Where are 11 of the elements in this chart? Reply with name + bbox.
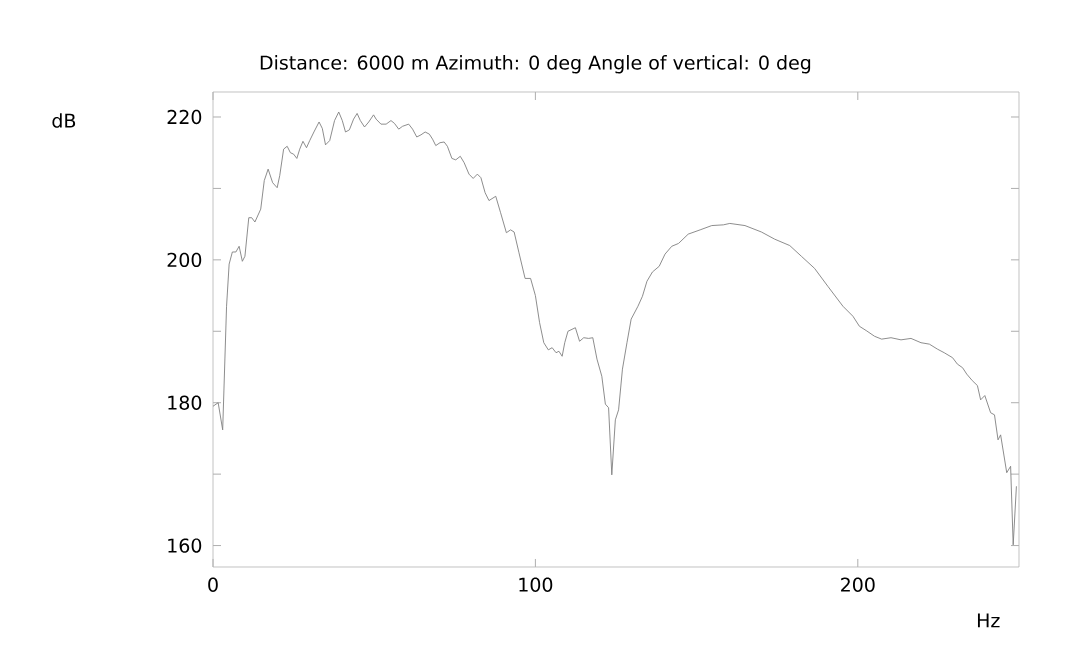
chart-title: Distance: 6000 m Azimuth: 0 deg Angle of vertical: 0 deg xyxy=(260,55,811,74)
y-tick-label: 160 xyxy=(168,538,202,553)
y-axis-title: dB xyxy=(52,113,76,128)
x-tick-label: 100 xyxy=(519,577,553,592)
y-tick-label: 200 xyxy=(167,252,202,268)
x-tick-label: 200 xyxy=(841,577,875,592)
y-tick-label: 180 xyxy=(168,395,202,410)
x-tick-label: 0 xyxy=(208,577,218,592)
line-series xyxy=(213,111,1017,546)
y-tick-label: 220 xyxy=(167,109,202,125)
x-axis-title: Hz xyxy=(977,613,1000,628)
